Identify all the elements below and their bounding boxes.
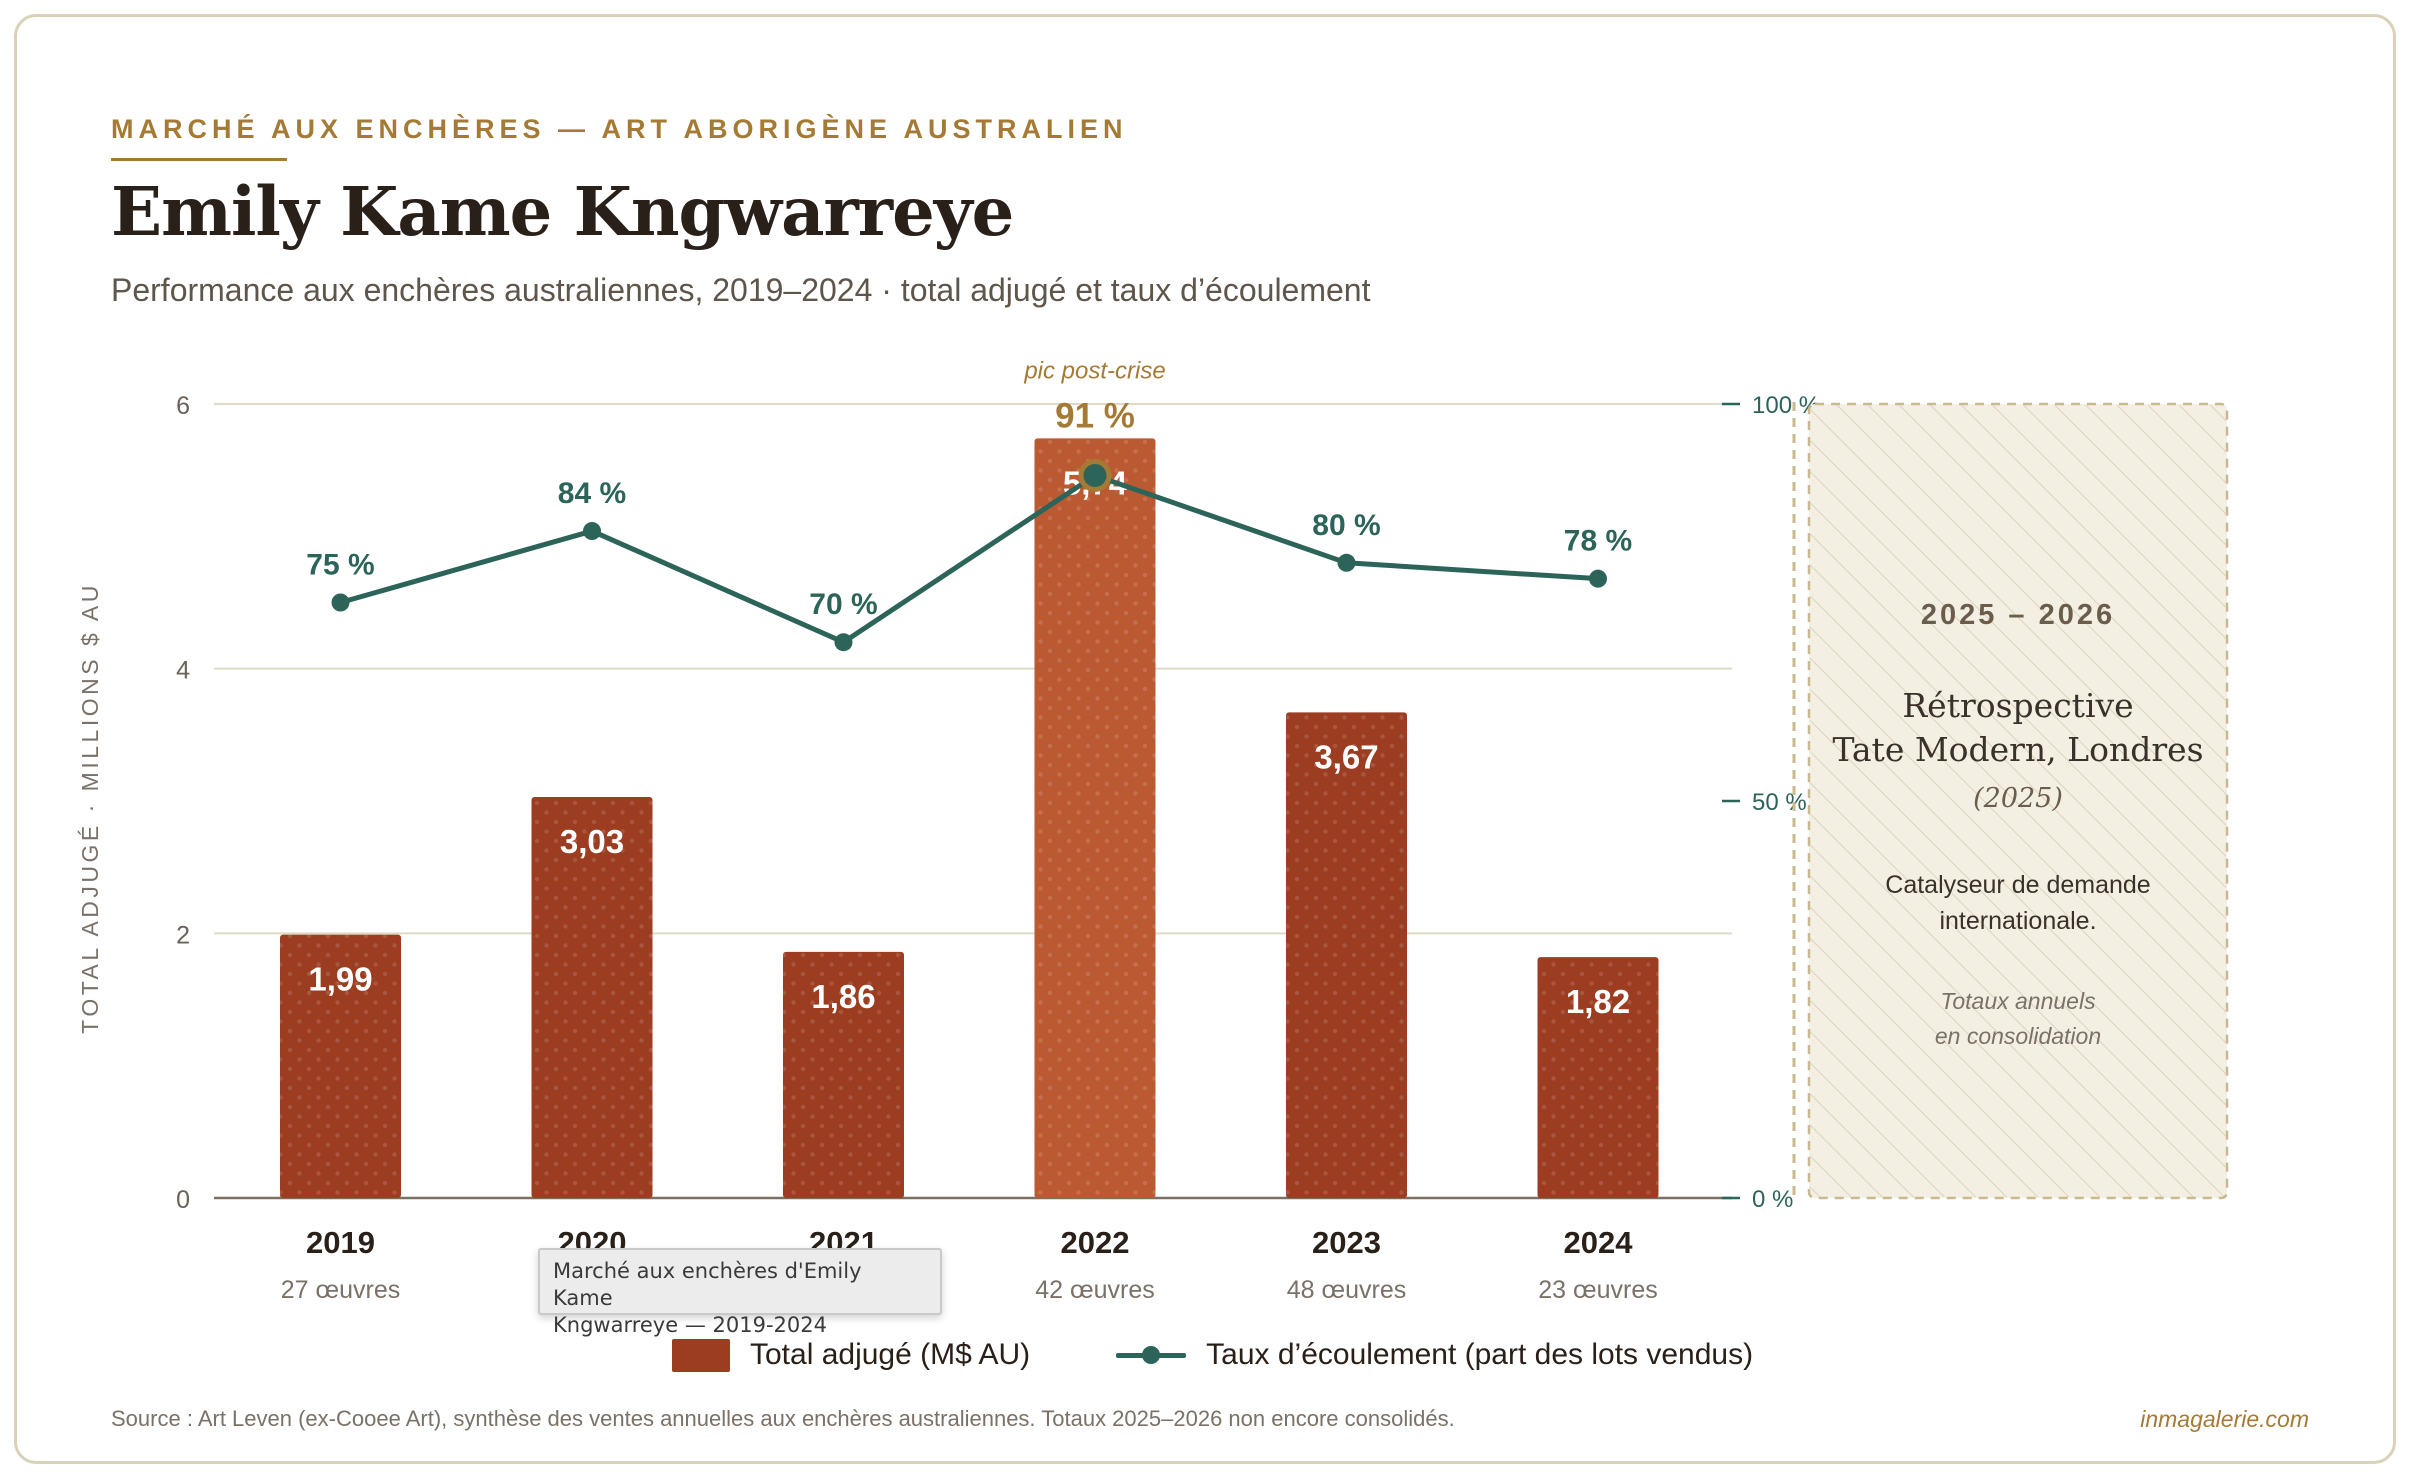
- panel-hatch: [1810, 405, 2226, 1197]
- left-axis: 0 2 4 6: [176, 392, 190, 1214]
- legend-item-line[interactable]: Taux d’écoulement (part des lots vendus): [1030, 1338, 1753, 1372]
- bar-value-label: 1,82: [1566, 983, 1630, 1020]
- panel-event-line1: Rétrospective: [1902, 686, 2133, 725]
- rate-value-label: 70 %: [809, 588, 877, 621]
- y-tick-label: 4: [176, 657, 190, 685]
- chart-legend: Total adjugé (M$ AU) Taux d’écoulement (…: [672, 1335, 1753, 1375]
- panel-years: 2025 – 2026: [1921, 599, 2115, 631]
- panel-desc-line1: Catalyseur de demande: [1885, 871, 2150, 899]
- panel-event-year: (2025): [1973, 783, 2063, 814]
- panel-note-line1: Totaux annuels: [1940, 988, 2096, 1014]
- bar-value-label: 1,86: [811, 978, 875, 1015]
- rate-point-2019[interactable]: [331, 593, 350, 612]
- x-tick-label: 2022: [1061, 1225, 1130, 1260]
- x-tick-label: 2023: [1312, 1225, 1381, 1260]
- rate-value-label: 84 %: [558, 477, 626, 510]
- bar-2022[interactable]: [1034, 438, 1156, 1198]
- bar-value-label: 1,99: [308, 961, 372, 998]
- legend-bar-swatch: [672, 1338, 730, 1372]
- x-sublabel: 23 œuvres: [1538, 1276, 1657, 1304]
- grid-lines: [214, 403, 1732, 1200]
- x-sublabel: 27 œuvres: [281, 1276, 400, 1304]
- rate-value-label: 75 %: [306, 549, 374, 582]
- hover-tooltip: Marché aux enchères d'Emily Kame Kngwarr…: [538, 1248, 942, 1337]
- legend-bars-label: Total adjugé (M$ AU): [750, 1338, 1031, 1371]
- rate-point-2024[interactable]: [1589, 569, 1607, 588]
- rate-value-label: 91 %: [1055, 396, 1135, 435]
- y-tick-label: 0: [176, 1186, 190, 1214]
- rate-value-label: 80 %: [1312, 509, 1380, 542]
- x-tick-label: 2019: [306, 1225, 375, 1260]
- y2-tick-label: 100 %: [1752, 392, 1820, 419]
- y2-tick-label: 0 %: [1752, 1186, 1793, 1213]
- rate-line-series: 75 % 84 % 70 % 91 % pic post-crise 80 % 78 %: [306, 357, 1632, 652]
- exhibition-panel: 2025 – 2026 Rétrospective Tate Modern, L…: [1792, 402, 2229, 1200]
- chart-eyebrow: MARCHÉ AUX ENCHÈRES — ART ABORIGÈNE AUST…: [111, 114, 1128, 144]
- brand-link[interactable]: inmagalerie.com: [2140, 1406, 2309, 1432]
- bar-value-label: 3,67: [1314, 738, 1378, 775]
- source-note: Source : Art Leven (ex-Cooee Art), synth…: [111, 1406, 1455, 1431]
- panel-desc-line2: internationale.: [1939, 907, 2096, 935]
- legend-line-label: Taux d’écoulement (part des lots vendus): [1206, 1338, 1754, 1371]
- bar-2023[interactable]: [1286, 712, 1407, 1198]
- rate-point-2022[interactable]: [1078, 458, 1112, 492]
- x-sublabel: 42 œuvres: [1035, 1276, 1154, 1304]
- y-tick-label: 2: [176, 921, 190, 949]
- eyebrow-rule: [111, 158, 287, 161]
- tooltip-line2: Kngwarreye — 2019-2024: [553, 1313, 827, 1337]
- rate-point-2023[interactable]: [1337, 553, 1356, 572]
- bar-value-labels: 1,993,031,865,743,671,82: [308, 464, 1630, 1020]
- bar-value-label: 3,03: [560, 823, 624, 860]
- peak-annotation: pic post-crise: [1023, 357, 1165, 384]
- chart-subtitle: Performance aux enchères australiennes, …: [111, 272, 1371, 308]
- bar-series: [280, 438, 1659, 1198]
- chart-title: Emily Kame Kngwarreye: [111, 172, 1014, 251]
- rate-point-2021[interactable]: [834, 633, 853, 652]
- tooltip-line1: Marché aux enchères d'Emily Kame: [553, 1259, 862, 1310]
- rate-line: [339, 472, 1599, 645]
- y-tick-label: 6: [176, 392, 190, 420]
- x-tick-label: 2024: [1564, 1225, 1634, 1260]
- legend-item-bars[interactable]: Total adjugé (M$ AU): [672, 1338, 1030, 1372]
- panel-note-line2: en consolidation: [1935, 1023, 2101, 1049]
- rate-point-2020[interactable]: [583, 522, 601, 541]
- legend-line-swatch: [1116, 1340, 1187, 1370]
- y2-tick-label: 50 %: [1752, 789, 1807, 816]
- rate-value-label: 78 %: [1564, 525, 1632, 558]
- y-axis-title: TOTAL ADJUGÉ · MILLIONS $ AU: [77, 582, 103, 1034]
- right-axis: 0 % 50 % 100 %: [1722, 392, 1820, 1213]
- x-sublabel: 48 œuvres: [1287, 1276, 1406, 1304]
- panel-event-line2: Tate Modern, Londres: [1832, 730, 2203, 769]
